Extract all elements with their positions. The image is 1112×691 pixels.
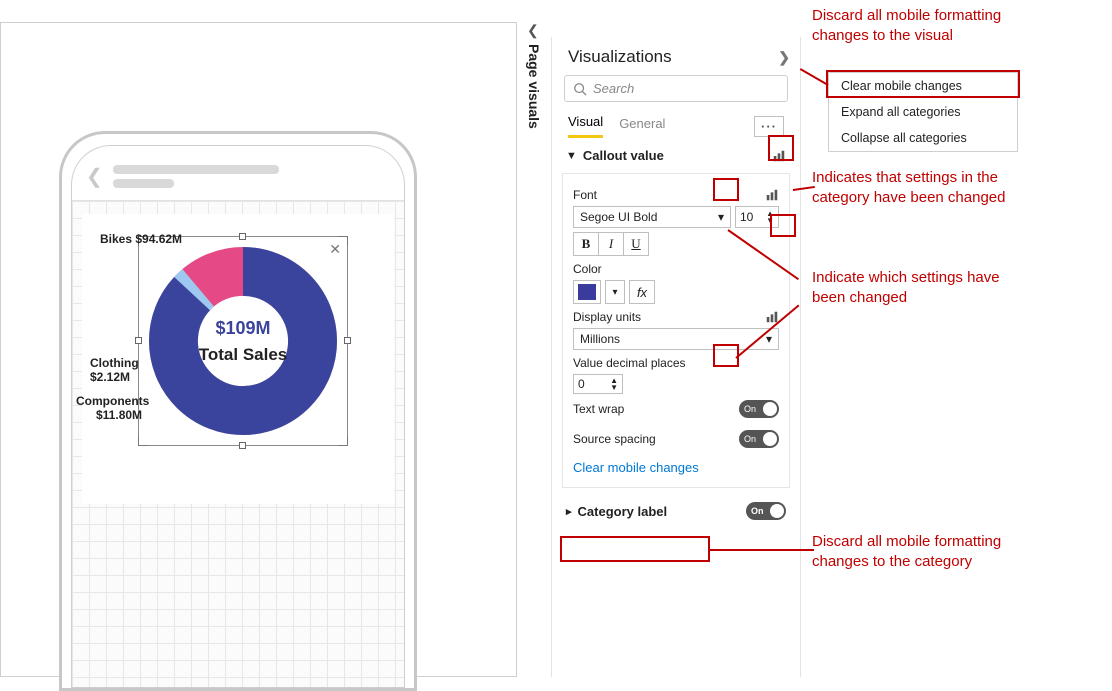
mobile-canvas: ❮ ✕ [0, 22, 517, 677]
more-options-button[interactable]: ··· [754, 116, 784, 137]
bold-button[interactable]: B [573, 232, 599, 256]
data-label-clothing-1: Clothing [90, 356, 139, 370]
changed-indicator-icon [765, 188, 779, 202]
annotation: Discard all mobile formatting changes to… [812, 532, 1001, 573]
data-label-components-1: Components [76, 394, 149, 408]
phone-screen: ❮ ✕ [71, 145, 405, 688]
annotation: Discard all mobile formatting changes to… [812, 6, 1001, 47]
italic-button[interactable]: I [598, 232, 624, 256]
menu-expand-all[interactable]: Expand all categories [829, 99, 1017, 125]
section-category-label[interactable]: Category label [578, 504, 668, 519]
search-placeholder: Search [593, 81, 634, 96]
search-input[interactable]: Search [564, 75, 788, 102]
callout-value: $109M [215, 318, 270, 339]
callout-card: Font Segoe UI Bold▾ 10▲▼ B I U Color ▾ f… [562, 173, 790, 488]
menu-collapse-all[interactable]: Collapse all categories [829, 125, 1017, 151]
color-label: Color [573, 262, 602, 276]
changed-indicator-icon [765, 310, 779, 324]
source-spacing-label: Source spacing [573, 432, 656, 446]
text-wrap-label: Text wrap [573, 402, 624, 416]
chevron-down-icon: ▼ [566, 150, 577, 162]
back-icon: ❮ [86, 164, 103, 189]
collapse-chevron-icon[interactable]: ❮ [527, 22, 539, 39]
data-label-clothing-2: $2.12M [90, 370, 130, 384]
page-visuals-tab[interactable]: Page visuals [526, 44, 542, 129]
panel-collapse-icon[interactable]: ❯ [778, 49, 790, 66]
color-dropdown[interactable]: ▾ [605, 280, 625, 304]
menu-clear-mobile-changes[interactable]: Clear mobile changes [829, 73, 1017, 99]
decimal-label: Value decimal places [573, 356, 686, 370]
chevron-down-icon: ▾ [718, 210, 724, 224]
display-units-select[interactable]: Millions▾ [573, 328, 779, 350]
clear-mobile-changes-link[interactable]: Clear mobile changes [573, 454, 699, 477]
panel-title: Visualizations [568, 47, 672, 67]
annotation: Indicate which settings have been change… [812, 268, 1000, 309]
context-menu: Clear mobile changes Expand all categori… [828, 72, 1018, 152]
annotation-line [800, 68, 829, 86]
title-placeholder [113, 165, 390, 188]
changed-indicator-icon [772, 149, 786, 163]
phone-header: ❮ [72, 146, 404, 200]
data-label-bikes: Bikes $94.62M [100, 232, 182, 246]
donut-visual[interactable]: ✕ [82, 214, 394, 504]
color-picker[interactable] [573, 280, 601, 304]
phone-frame: ❮ ✕ [59, 131, 417, 691]
display-units-label: Display units [573, 310, 641, 324]
search-icon [573, 82, 587, 96]
donut-center: $109M Total Sales [149, 247, 337, 435]
source-spacing-toggle[interactable]: On [739, 430, 779, 448]
decimal-input[interactable]: 0▲▼ [573, 374, 623, 394]
text-wrap-toggle[interactable]: On [739, 400, 779, 418]
fx-button[interactable]: fx [629, 280, 655, 304]
font-size-input[interactable]: 10▲▼ [735, 206, 779, 228]
data-label-components-2: $11.80M [96, 408, 142, 422]
chevron-right-icon: ▸ [566, 505, 572, 518]
font-label: Font [573, 188, 597, 202]
section-label: Callout value [583, 148, 664, 163]
visualizations-panel: Visualizations ❯ Search Visual General ·… [551, 37, 801, 677]
chevron-down-icon: ▾ [766, 332, 772, 346]
chevron-down-icon: ▾ [612, 287, 617, 298]
underline-button[interactable]: U [623, 232, 649, 256]
font-select[interactable]: Segoe UI Bold▾ [573, 206, 731, 228]
tab-general[interactable]: General [619, 116, 665, 137]
tab-visual[interactable]: Visual [568, 114, 603, 138]
category-label-toggle[interactable]: On [746, 502, 786, 520]
callout-label: Total Sales [199, 345, 288, 365]
section-callout-value[interactable]: ▼ Callout value [566, 148, 786, 163]
annotation: Indicates that settings in the category … [812, 168, 1005, 209]
donut-chart: $109M Total Sales Bikes $94.62M Clothing… [82, 214, 394, 504]
